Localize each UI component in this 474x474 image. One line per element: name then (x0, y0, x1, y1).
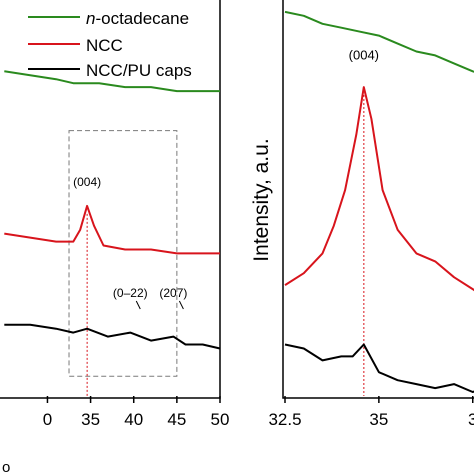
x-tick-label: 35 (81, 410, 100, 429)
legend-label-n-octadecane: n-octadecane (86, 9, 189, 28)
x-tick-label: 40 (124, 410, 143, 429)
series-line-ncc-pu-caps (284, 343, 474, 393)
annotation-arrow (135, 300, 141, 310)
left-panel-plot: 0 35 40 45 50 (004) (0–22) (207) n-octadecane … (0, 0, 229, 474)
x-tick-label: 50 (211, 410, 230, 429)
legend: n-octadecane NCC NCC/PU caps (28, 9, 192, 80)
x-tick-label: 45 (167, 410, 186, 429)
legend-label-ncc: NCC (86, 36, 123, 55)
annotation-arrow (178, 300, 184, 310)
right-panel-plot: 32.5 35 3 (004) Intensity, a.u. (250, 0, 474, 429)
x-tick-label: 3 (468, 410, 474, 429)
legend-label-ncc-pu-caps: NCC/PU caps (86, 61, 192, 80)
left-plot-frame (0, 0, 221, 399)
series-line-ncc (4, 204, 220, 255)
x-tick-label: 32.5 (268, 410, 301, 429)
series-line-ncc (284, 86, 474, 292)
peak-annotation: (0–22) (113, 286, 148, 300)
peak-annotation: (004) (349, 47, 379, 62)
series-line-n-octadecane (284, 10, 474, 73)
x-tick-label: 35 (369, 410, 388, 429)
peak-annotation: (207) (159, 286, 187, 300)
right-plot-frame (282, 0, 474, 399)
series-line-ncc-pu-caps (4, 323, 221, 350)
peak-annotation: (004) (73, 175, 101, 189)
series-line-n-octadecane (4, 70, 220, 93)
right-y-axis-label: Intensity, a.u. (250, 138, 273, 261)
x-tick-label: 0 (43, 410, 52, 429)
left-x-axis-label-fragment: o (2, 459, 10, 474)
